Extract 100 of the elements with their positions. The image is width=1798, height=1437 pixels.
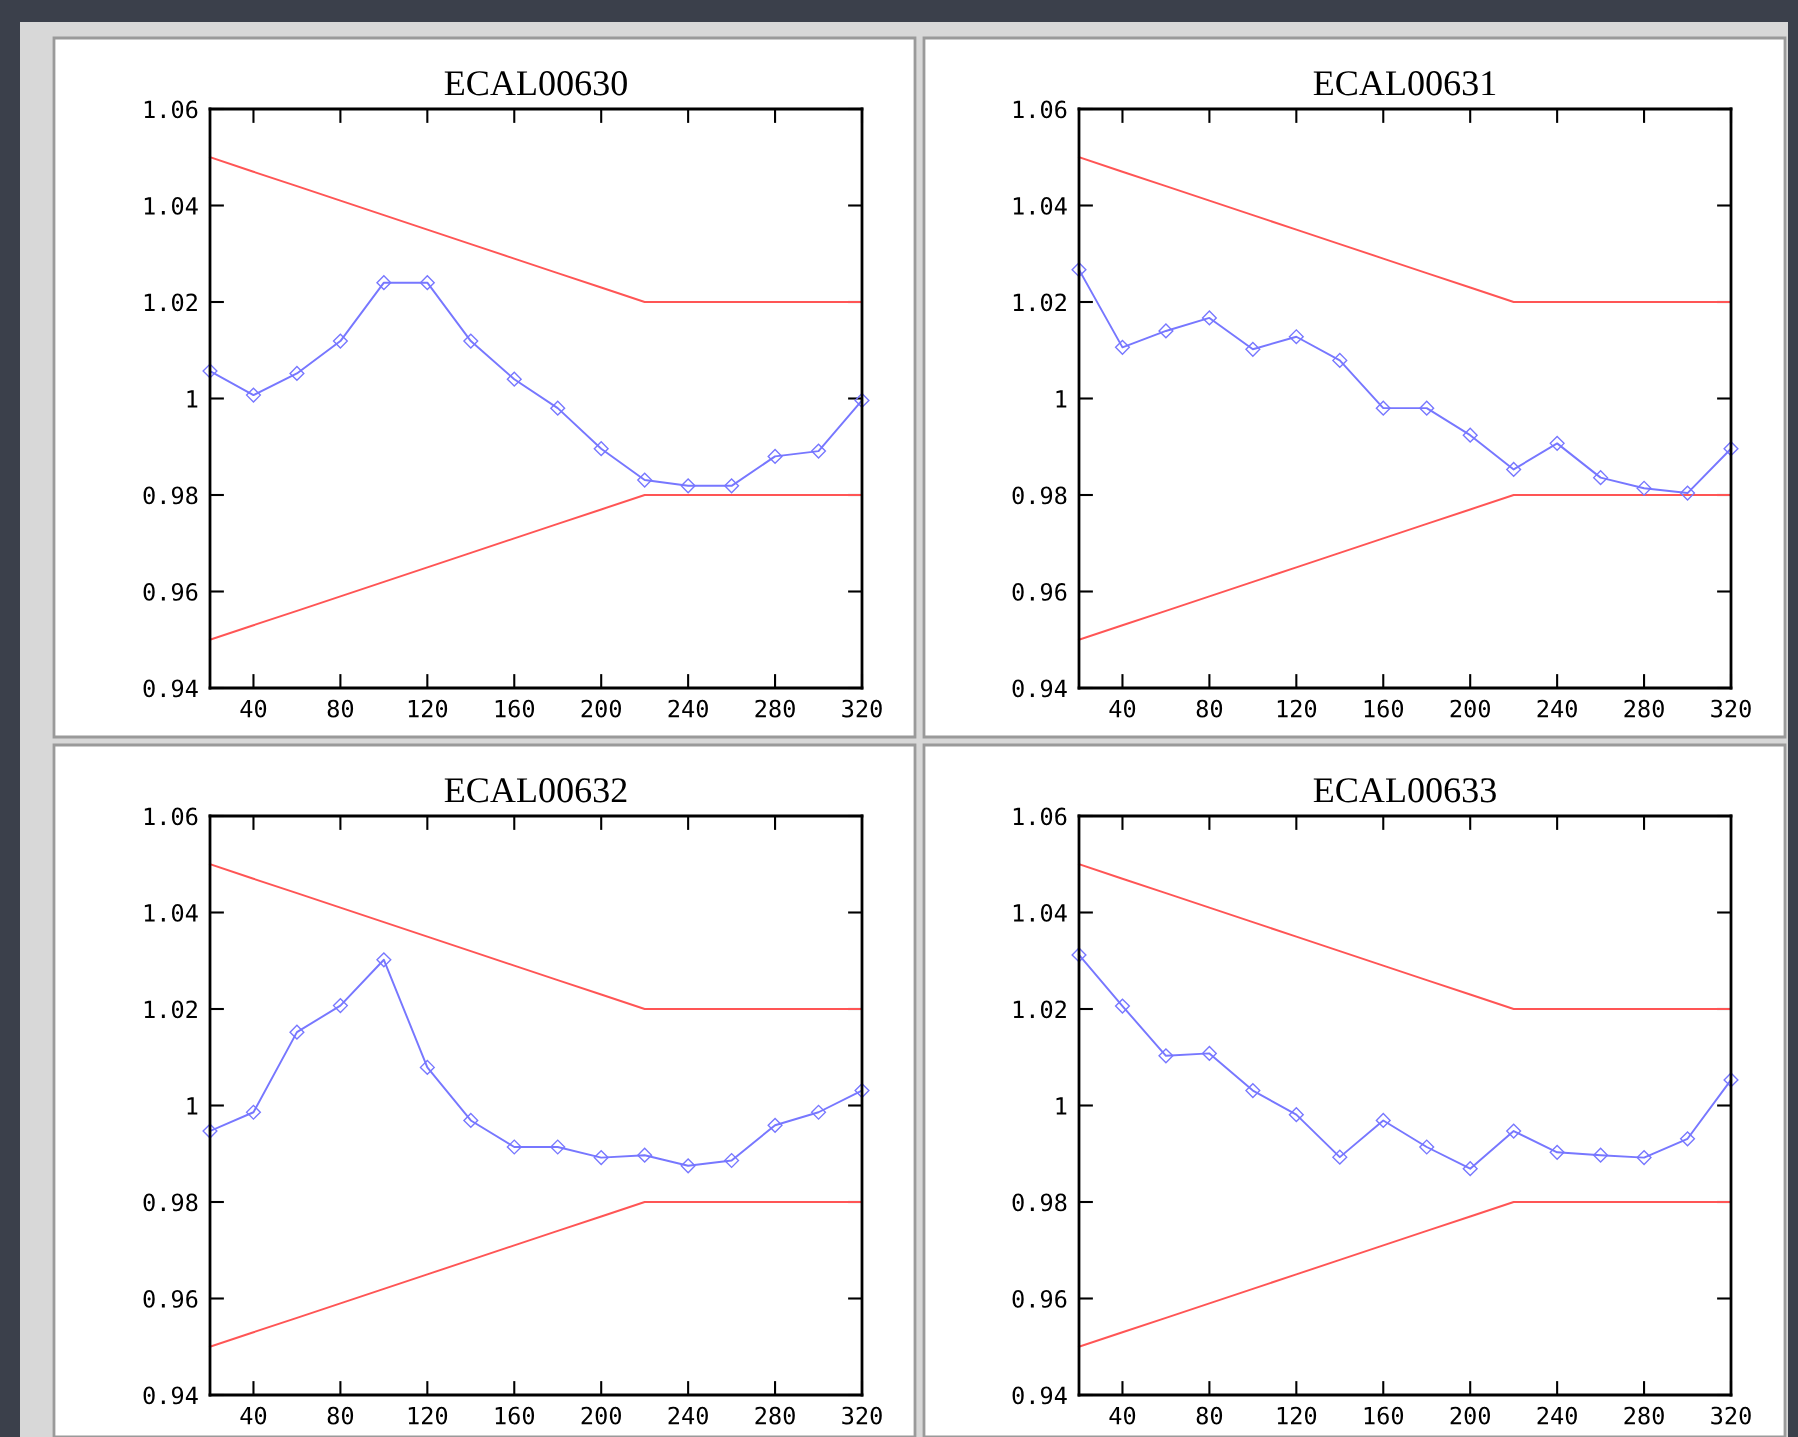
y-tick-label: 1.02 [144,293,197,312]
y-tick-label: 1.04 [144,904,198,922]
point [202,363,218,379]
point [1201,1045,1217,1061]
x-tick-label: 120 [1277,1406,1317,1425]
x-tick-label: 240 [668,1406,708,1425]
x-tick-label: 160 [1364,1406,1404,1425]
y-tick-label: 1 [1056,1097,1067,1115]
point [1506,1123,1522,1139]
x-tick-label: 200 [581,699,621,718]
x-tick-label: 40 [240,1406,267,1425]
point [1506,461,1522,477]
x-tick-label: 280 [755,1406,795,1425]
chart-title: ECAL00633 [1313,778,1496,803]
x-tick-label: 80 [1196,1406,1223,1425]
point [1158,1048,1174,1064]
x-tick-label: 40 [1109,699,1136,718]
line-series [209,863,863,1010]
line-series [209,156,863,303]
point [1679,485,1696,501]
y-tick-label: 1 [187,390,198,408]
point [1114,339,1131,355]
point [1462,427,1478,443]
line-series [1078,156,1732,303]
chart-title: ECAL00632 [444,778,627,803]
x-tick-label: 120 [408,1406,448,1425]
point [1419,400,1435,416]
point [1593,470,1609,486]
y-tick-label: 0.94 [1012,1386,1067,1405]
y-tick-label: 0.96 [143,583,198,601]
point [1723,441,1739,457]
point [1636,480,1652,496]
x-tick-label: 120 [1277,699,1317,718]
point [724,478,740,494]
x-tick-label: 80 [1196,699,1223,718]
y-tick-label: 1.02 [1013,1000,1066,1019]
point [637,472,653,488]
point [1375,400,1391,416]
point [1679,1131,1696,1147]
point [810,443,827,459]
point [1245,341,1261,357]
line-series [209,1201,863,1348]
point [1375,1112,1391,1129]
y-tick-label: 1.06 [1013,100,1067,119]
y-tick-label: 1.06 [1013,807,1067,826]
point [1419,1139,1435,1155]
point [1071,262,1087,278]
point [593,441,609,457]
x-tick-label: 40 [1109,1406,1136,1425]
point [1288,1107,1304,1123]
point [1549,1144,1565,1160]
point [419,275,435,291]
point [463,333,479,349]
point [376,952,392,968]
point [680,478,696,494]
x-tick-label: 160 [495,699,535,718]
x-tick-label: 280 [755,699,795,718]
point [767,448,783,464]
point [1332,1149,1348,1165]
x-tick-label: 320 [1711,1406,1751,1425]
x-tick-label: 200 [1450,699,1490,718]
x-tick-label: 160 [495,1406,535,1425]
x-tick-label: 40 [240,699,267,718]
y-tick-label: 1.04 [1013,904,1067,922]
x-tick-label: 200 [1450,1406,1490,1425]
y-tick-label: 0.98 [143,1193,198,1212]
point [1549,435,1565,451]
point [593,1150,609,1166]
y-tick-label: 0.94 [143,1386,198,1405]
point [289,1024,305,1040]
y-tick-label: 0.94 [1012,679,1067,698]
x-tick-label: 280 [1624,699,1664,718]
y-tick-label: 1.06 [144,807,198,826]
x-tick-label: 80 [327,699,354,718]
y-tick-label: 1.04 [1013,197,1067,215]
x-tick-label: 120 [408,699,448,718]
line-series [1078,863,1732,1010]
y-tick-label: 1.02 [144,1000,197,1019]
point [202,1123,218,1139]
x-tick-label: 200 [581,1406,621,1425]
x-tick-label: 320 [1711,699,1751,718]
x-tick-label: 240 [668,699,708,718]
x-tick-label: 280 [1624,1406,1664,1425]
point [1332,352,1348,368]
point [1462,1161,1478,1177]
chart-title: ECAL00630 [444,71,627,96]
point [506,371,522,387]
point [332,998,348,1014]
line-series [1078,1201,1732,1348]
point [1245,1082,1261,1099]
x-tick-label: 320 [842,1406,882,1425]
y-tick-label: 0.98 [143,486,198,505]
point [1201,310,1217,326]
point [680,1158,696,1174]
point [245,387,262,403]
point [1723,1072,1739,1088]
point [550,400,566,416]
point [854,1082,870,1099]
y-tick-label: 0.96 [1012,1290,1067,1308]
point [724,1152,740,1169]
